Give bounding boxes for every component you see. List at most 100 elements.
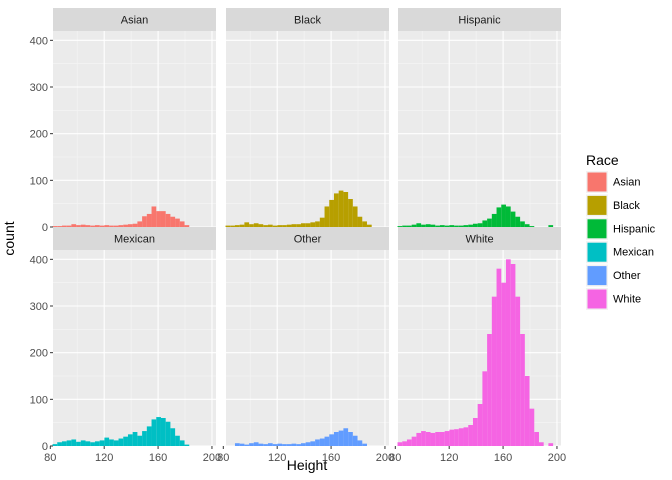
- histogram-bar: [505, 206, 511, 227]
- histogram-bar: [104, 437, 110, 446]
- histogram-bar: [165, 421, 171, 446]
- histogram-bar: [458, 225, 464, 227]
- histogram-bar: [118, 225, 124, 227]
- histogram-bar: [416, 223, 422, 227]
- axes: Height count: [1, 221, 327, 473]
- histogram-bar: [315, 221, 320, 227]
- facet-strip: [226, 8, 389, 31]
- facet-strip-label: Black: [294, 15, 321, 27]
- histogram-bar: [348, 199, 353, 227]
- histogram-bar: [421, 224, 426, 227]
- histogram-bar: [524, 376, 530, 446]
- histogram-bar: [267, 224, 273, 227]
- histogram-bar: [165, 213, 171, 227]
- histogram-bar: [510, 211, 516, 227]
- facet-panels: Asian 0 100 200 300 400 Black Hispanic Mexican 0 1…: [30, 8, 566, 464]
- histogram-bar: [76, 441, 81, 446]
- x-tick-label: 120: [268, 452, 286, 464]
- histogram-bar: [85, 441, 91, 446]
- legend-item-hispanic: Hispanic: [586, 217, 656, 240]
- histogram-bar: [524, 224, 530, 227]
- histogram-bar: [99, 225, 105, 227]
- histogram-bar: [487, 334, 492, 446]
- histogram-bar: [300, 443, 306, 446]
- histogram-bar: [123, 436, 128, 446]
- histogram-bar: [249, 224, 254, 227]
- histogram-bar: [510, 264, 516, 446]
- histogram-bar: [329, 199, 334, 227]
- histogram-bar: [85, 225, 91, 227]
- y-tick-label: 200: [30, 129, 48, 141]
- histogram-bar: [66, 440, 72, 446]
- histogram-bar: [444, 225, 450, 227]
- histogram-bar: [482, 371, 488, 446]
- y-tick-label: 300: [30, 82, 48, 94]
- histogram-bar: [113, 440, 119, 446]
- facet-strip: [53, 8, 216, 31]
- facet-panel-mexican: Mexican 0 100 200 300 400 80 120 160 200: [30, 227, 221, 464]
- histogram-bar: [291, 224, 297, 227]
- histogram-bar: [430, 432, 436, 446]
- histogram-bar: [548, 443, 554, 446]
- facet-panel-black: Black: [225, 8, 389, 228]
- histogram-bar: [156, 417, 161, 446]
- histogram-bar: [179, 221, 185, 227]
- legend-label: White: [613, 294, 641, 306]
- histogram-bar: [80, 440, 86, 446]
- histogram-bar: [315, 439, 320, 446]
- x-tick-label: 160: [322, 452, 340, 464]
- legend-label: Asian: [613, 177, 641, 189]
- histogram-bar: [94, 441, 100, 446]
- histogram-bar: [520, 334, 525, 446]
- histogram-bar: [343, 428, 349, 446]
- histogram-bar: [366, 224, 372, 227]
- histogram-bar: [538, 442, 544, 446]
- histogram-bar: [249, 443, 254, 446]
- histogram-bar: [170, 428, 176, 446]
- histogram-bar: [277, 443, 283, 446]
- legend-swatch: [587, 242, 607, 262]
- histogram-bar: [397, 442, 403, 446]
- histogram-bar: [458, 428, 464, 446]
- histogram-bar: [362, 443, 367, 446]
- x-tick-label: 200: [548, 452, 566, 464]
- histogram-bar: [234, 225, 240, 227]
- histogram-bar: [291, 443, 297, 446]
- y-tick-label: 100: [30, 175, 48, 187]
- histogram-bar: [127, 434, 133, 446]
- histogram-bar: [146, 426, 152, 446]
- histogram-bar: [406, 439, 412, 446]
- histogram-bar: [142, 216, 147, 227]
- histogram-bar: [472, 418, 478, 446]
- facet-panel-other: Other 80 120 160 200: [217, 227, 394, 464]
- legend-swatch: [587, 172, 607, 192]
- y-tick-label: 400: [30, 254, 48, 266]
- histogram-bar: [338, 190, 344, 227]
- histogram-bar: [282, 444, 287, 446]
- histogram-bar: [449, 429, 455, 446]
- histogram-bar: [57, 442, 62, 446]
- histogram-bar: [282, 225, 287, 227]
- histogram-bar: [76, 225, 81, 227]
- histogram-bar: [258, 224, 264, 227]
- histogram-bar: [272, 225, 278, 227]
- histogram-bar: [296, 444, 301, 446]
- histogram-bar: [286, 224, 292, 227]
- histogram-bar: [263, 225, 268, 227]
- legend-swatch: [587, 289, 607, 309]
- facet-strip-label: Mexican: [114, 234, 155, 246]
- legend-item-mexican: Mexican: [586, 241, 654, 264]
- histogram-bar: [352, 206, 358, 227]
- facet-panel-hispanic: Hispanic: [397, 8, 561, 228]
- histogram-bar: [439, 225, 445, 227]
- histogram-bar: [477, 404, 483, 446]
- histogram-bar: [333, 193, 339, 227]
- histogram-bar: [477, 223, 483, 227]
- facet-panel-asian: Asian 0 100 200 300 400: [30, 8, 216, 234]
- histogram-bar: [406, 225, 412, 227]
- x-tick-label: 80: [44, 452, 56, 464]
- histogram-bar: [90, 225, 95, 227]
- x-axis-title: Height: [287, 457, 328, 473]
- histogram-bar: [123, 224, 128, 227]
